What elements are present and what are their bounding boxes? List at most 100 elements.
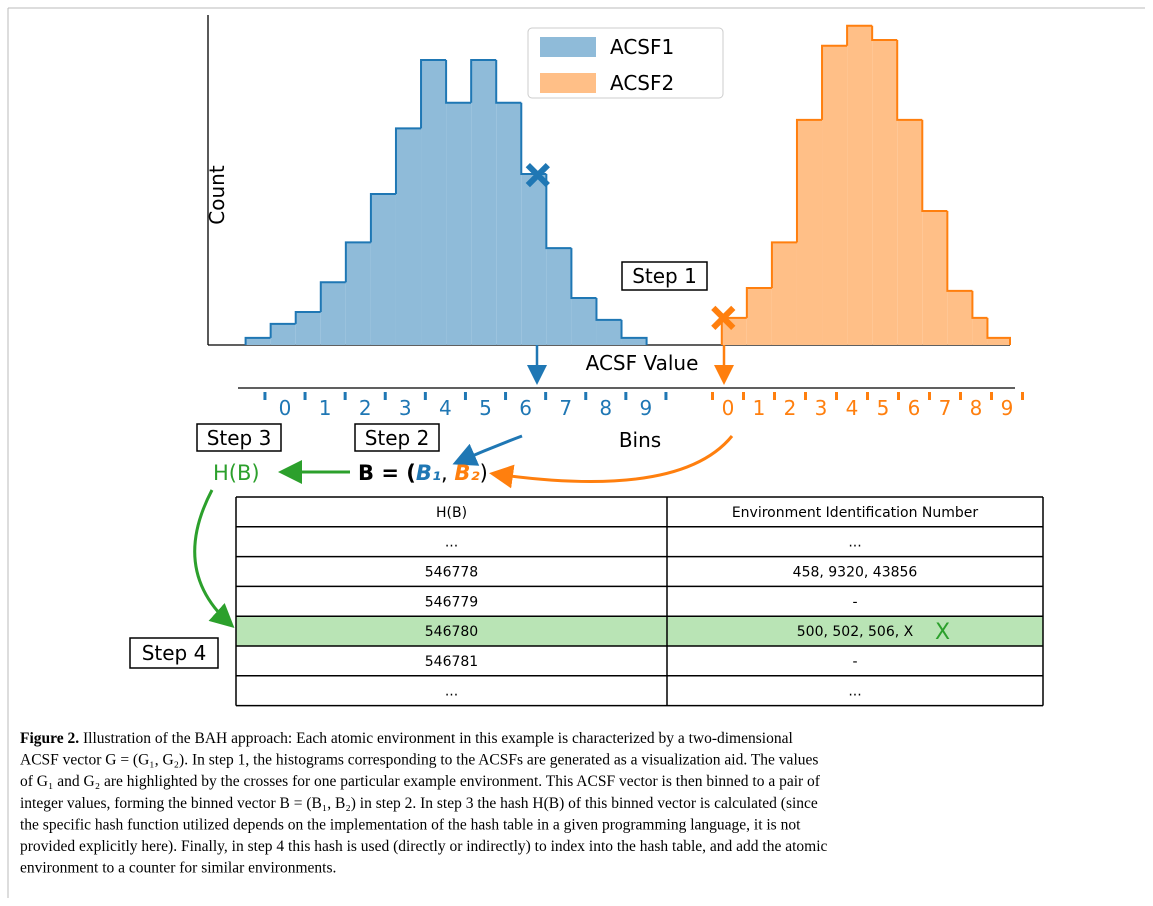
formula-part: B₂: [454, 461, 480, 485]
histogram-edge: [745, 287, 772, 318]
bin-label: 2: [784, 396, 797, 420]
caption-text: Illustration of the BAH approach: Each a…: [79, 730, 793, 747]
histogram-edge: [986, 317, 1011, 345]
legend-swatch: [540, 73, 596, 93]
arrow: [193, 489, 235, 629]
histogram-bar: [596, 319, 622, 345]
histogram-edge: [294, 310, 321, 324]
check-mark: X: [935, 620, 950, 645]
histogram-edge: [595, 297, 622, 321]
formula-part: ,: [441, 461, 454, 485]
bin-label: 7: [939, 396, 952, 420]
bin-label: 8: [599, 396, 612, 420]
histogram-edge: [520, 102, 547, 175]
table-cell: ...: [848, 684, 861, 700]
y-label: Count: [205, 165, 229, 225]
bin-label: 9: [1001, 396, 1014, 420]
table-header: H(B): [436, 505, 467, 521]
histogram-edge: [495, 60, 522, 104]
table-cell: 458, 9320, 43856: [793, 565, 918, 581]
bin-label: 1: [319, 396, 332, 420]
step-box: [129, 637, 219, 669]
histogram-edge: [420, 59, 447, 129]
table-cell: 546778: [425, 565, 478, 581]
caption-line: Figure 2. Illustration of the BAH approa…: [20, 730, 793, 747]
table-cell: ...: [848, 535, 861, 551]
histogram-edge: [445, 60, 472, 104]
table-cell: 500, 502, 506, X: [797, 624, 914, 640]
legend-label: ACSF2: [610, 71, 674, 95]
histogram-edge: [946, 211, 973, 292]
legend-swatch: [540, 37, 596, 57]
bin-label: 6: [519, 396, 532, 420]
histogram-bar: [972, 317, 988, 345]
bin-label: 9: [640, 396, 653, 420]
table-cell: 546781: [425, 654, 478, 670]
histogram-edge: [470, 59, 497, 103]
histogram-edge: [570, 248, 597, 299]
cross-marker: [525, 163, 550, 188]
table-cell: ...: [445, 684, 458, 700]
histogram-bar: [471, 60, 497, 345]
caption-line: environment to a counter for similar env…: [20, 860, 336, 877]
histogram-bar: [571, 297, 597, 345]
table-cell: 546780: [425, 624, 478, 640]
histogram-bar: [872, 40, 898, 346]
histogram-edge: [620, 319, 648, 345]
caption-line: integer values, forming the binned vecto…: [20, 795, 818, 812]
bin-label: 0: [722, 396, 735, 420]
histogram-edge: [394, 127, 422, 194]
caption-label: Figure 2.: [20, 730, 79, 747]
step-label: Step 3: [207, 426, 272, 450]
table-header: Environment Identification Number: [732, 505, 979, 521]
histogram-bar: [521, 174, 547, 345]
bin-label: 1: [753, 396, 766, 420]
histogram-edge: [545, 174, 572, 250]
histogram-bar: [446, 102, 472, 345]
caption-line: of G₁ and G₂ are highlighted by the cros…: [20, 773, 821, 790]
cross-marker: [711, 305, 736, 331]
caption-line: the specific hash function utilized depe…: [20, 816, 801, 833]
formula-part: B = (: [358, 461, 416, 485]
bin-label: 2: [359, 396, 372, 420]
step-box: [196, 423, 282, 452]
x-label: ACSF Value: [586, 351, 699, 375]
bin-label: 7: [559, 396, 572, 420]
histogram-bar: [345, 242, 371, 345]
legend-label: ACSF1: [610, 35, 674, 59]
formula-part: B₁: [416, 461, 441, 485]
histogram-edge: [821, 44, 848, 120]
histogram-edge: [244, 336, 271, 345]
bin-label: 5: [877, 396, 890, 420]
table-cell: 546779: [425, 594, 478, 610]
formula-part: ): [480, 461, 488, 485]
bin-label: 6: [908, 396, 921, 420]
caption-line: ACSF vector G = (G₁, G₂). In step 1, the…: [20, 752, 818, 769]
histogram-bar: [295, 311, 321, 345]
histogram-edge: [369, 192, 396, 243]
histogram-bar: [922, 211, 948, 345]
histogram-bar: [421, 60, 447, 345]
histogram-bar: [822, 45, 848, 345]
histogram-edge: [871, 25, 898, 42]
histogram-edge: [896, 40, 923, 121]
histogram-bar: [370, 193, 396, 345]
bin-label: 3: [815, 396, 828, 420]
histogram-edge: [319, 281, 346, 312]
table-cell: -: [852, 594, 857, 610]
histogram-bar: [947, 290, 973, 345]
hash-formula: H(B): [213, 461, 260, 485]
histogram-bar: [897, 119, 923, 345]
histogram-bar: [320, 282, 346, 345]
histogram-bar: [796, 119, 823, 345]
histogram-edge: [971, 290, 988, 319]
step-box: [621, 261, 708, 291]
histogram-bar: [771, 242, 797, 345]
step-box: [354, 423, 440, 452]
step-label: Step 1: [632, 264, 697, 288]
bin-label: 5: [479, 396, 492, 420]
histogram-bar: [270, 323, 296, 345]
step-label: Step 2: [365, 426, 430, 450]
bin-label: 8: [970, 396, 983, 420]
